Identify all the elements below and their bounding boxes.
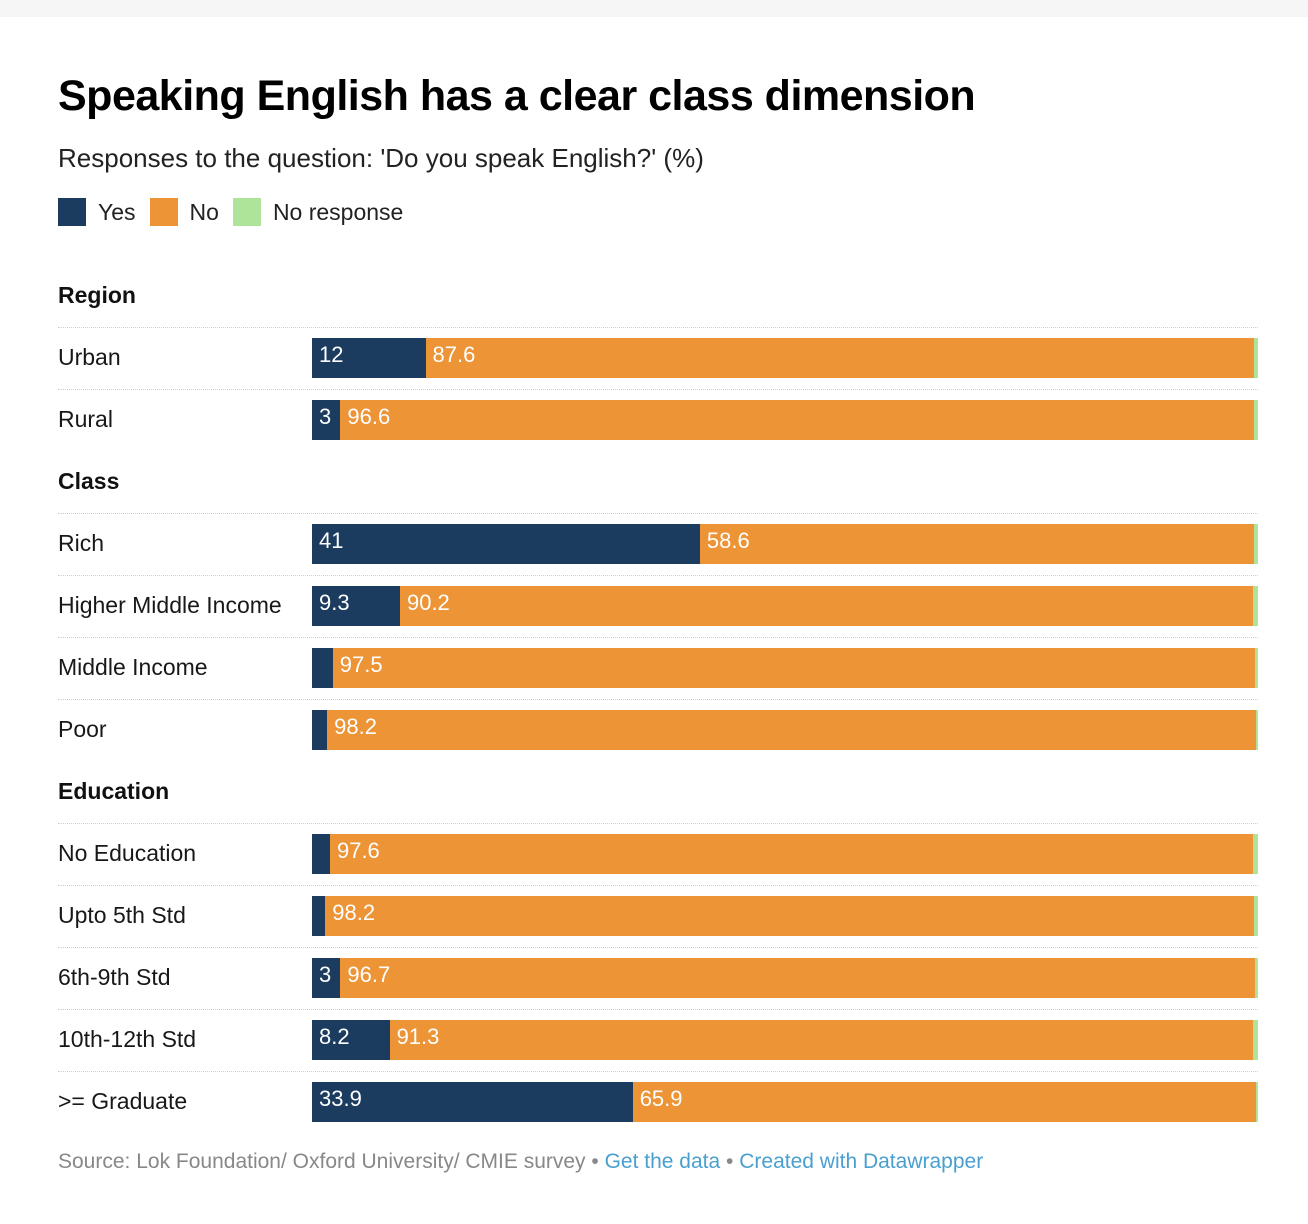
bar-value-no: 96.7 [347,962,391,987]
row-label: Urban [58,344,121,370]
bar-yes [312,958,341,998]
row-divider [58,327,1258,328]
bar-no-response [1255,958,1258,998]
row-divider [58,513,1258,514]
row-divider [58,389,1258,390]
bar-value-yes: 41 [319,528,344,553]
bar-no-response [1254,400,1258,440]
bar-value-no: 90.2 [406,590,450,615]
bar-no-response [1254,524,1258,564]
bar-no [425,338,1255,378]
bar-value-no: 98.2 [332,900,376,925]
footer-separator: • [591,1150,599,1173]
bar-yes [312,524,700,564]
group-title: Region [58,282,136,308]
row-divider [58,885,1258,886]
bar-no [340,400,1255,440]
legend: Yes No No response [58,197,417,227]
bar-value-no: 65.9 [639,1086,683,1111]
bar-yes [312,1020,390,1060]
bar-value-no: 97.5 [339,652,383,677]
bar-value-yes: 9.3 [319,590,350,615]
footer-separator: • [726,1150,734,1173]
get-the-data-link[interactable]: Get the data [604,1150,721,1173]
bar-value-no: 97.6 [336,838,380,863]
bar-value-no: 58.6 [706,528,750,553]
bar-no-response [1253,586,1258,626]
row-divider [58,637,1258,638]
bar-value-yes: 8.2 [319,1024,350,1049]
bar-value-no: 87.6 [432,342,476,367]
legend-label-no-response: No response [272,198,404,225]
bar-yes [312,586,400,626]
bar-no [329,834,1254,874]
group-title: Education [58,778,170,804]
bar-yes [312,834,330,874]
bar-value-no: 98.2 [334,714,377,739]
row-label: Upto 5th Std [58,902,186,928]
bar-no [699,524,1255,564]
legend-label-yes: Yes [98,198,136,225]
row-divider [58,1009,1258,1010]
bar-value-yes: 3 [319,404,332,429]
row-label: Rural [58,406,113,432]
bar-no-response [1253,834,1258,874]
bar-no [340,958,1256,998]
legend-item-no-response: No response [232,198,404,226]
bar-value-yes: 12 [319,342,344,367]
bar-no-response [1255,648,1258,688]
bar-value-no: 96.6 [347,404,391,429]
chart-title: Speaking English has a clear class dimen… [58,72,976,120]
bar-no [327,710,1257,750]
bar-no [332,648,1256,688]
bar-no [389,1020,1254,1060]
chart-subtitle: Responses to the question: 'Do you speak… [58,143,704,173]
legend-item-yes: Yes [58,198,136,226]
row-label: Poor [58,716,107,742]
bar-yes [312,896,326,936]
group-title: Class [58,468,120,494]
row-label: >= Graduate [58,1088,188,1114]
bar-yes [312,1082,633,1122]
bar-no [632,1082,1257,1122]
bar-no [325,896,1255,936]
legend-swatch-yes [58,198,86,226]
bar-yes [312,338,426,378]
bar-no-response [1254,338,1258,378]
row-divider [58,947,1258,948]
bar-value-no: 91.3 [396,1024,440,1049]
row-label: No Education [58,840,197,866]
row-divider [58,699,1258,700]
bar-no-response [1253,1020,1258,1060]
legend-item-no: No [149,198,219,226]
bar-no-response [1256,710,1258,750]
bar-value-yes: 3 [319,962,332,987]
row-divider [58,575,1258,576]
bar-no [399,586,1254,626]
datawrapper-link[interactable]: Created with Datawrapper [739,1150,984,1173]
row-label: Higher Middle Income [58,592,282,618]
row-divider [58,1071,1258,1072]
row-label: 6th-9th Std [58,964,171,990]
legend-swatch-no-response [232,198,261,226]
top-strip [0,0,1308,17]
row-label: 10th-12th Std [58,1026,197,1052]
footer: Source: Lok Foundation/ Oxford Universit… [58,1150,983,1174]
legend-swatch-no [149,198,178,226]
bar-value-yes: 33.9 [319,1086,362,1111]
bar-yes [312,400,341,440]
row-label: Rich [58,530,105,556]
legend-label-no: No [189,198,219,225]
bar-yes [312,710,328,750]
row-divider [58,823,1258,824]
row-label: Middle Income [58,654,208,680]
bar-no-response [1254,896,1258,936]
source-note: Source: Lok Foundation/ Oxford Universit… [58,1150,586,1173]
bar-yes [312,648,333,688]
bar-no-response [1256,1082,1258,1122]
